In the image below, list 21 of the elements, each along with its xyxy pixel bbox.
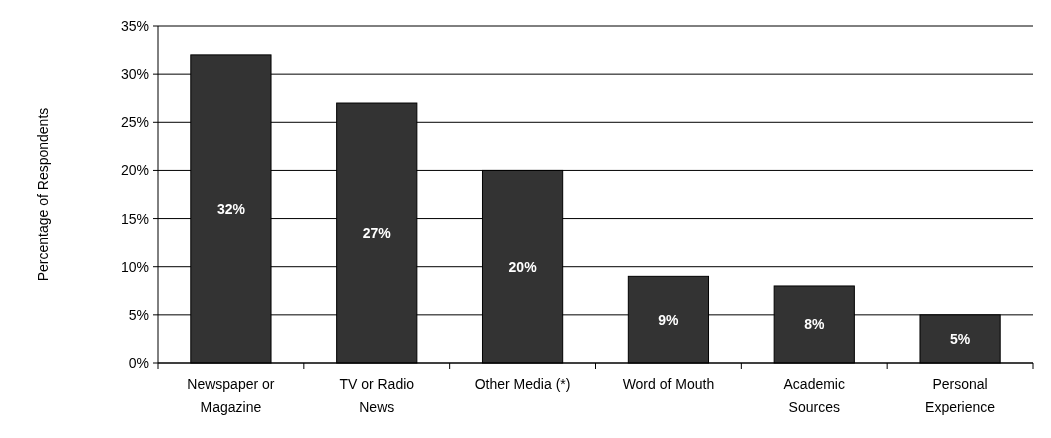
x-tick-label: TV or Radio News [339, 376, 415, 415]
data-label: 27% [362, 225, 392, 242]
data-label: 32% [216, 200, 246, 217]
y-tick-label: 10% [120, 258, 149, 275]
x-tick-label: Other Media (*) [474, 376, 571, 392]
data-label: 8% [804, 316, 825, 333]
y-tick-label: 25% [120, 114, 149, 131]
y-tick-label: 30% [120, 66, 149, 83]
y-tick-label: 5% [128, 306, 149, 323]
y-axis-title: Percentage of Respondents [35, 107, 51, 282]
y-tick-label: 35% [120, 18, 149, 34]
x-tick-label: Word of Mouth [622, 376, 715, 392]
x-tick-label: Academic Sources [783, 376, 845, 415]
x-tick-label: Personal Experience [925, 376, 996, 415]
y-tick-label: 15% [120, 210, 149, 227]
data-label: 9% [658, 311, 680, 328]
y-tick-label: 0% [128, 355, 149, 371]
x-tick-label: Newspaper or Magazine [187, 376, 275, 415]
data-label: 20% [508, 258, 538, 275]
y-tick-label: 20% [120, 162, 149, 179]
data-label: 5% [949, 330, 971, 347]
